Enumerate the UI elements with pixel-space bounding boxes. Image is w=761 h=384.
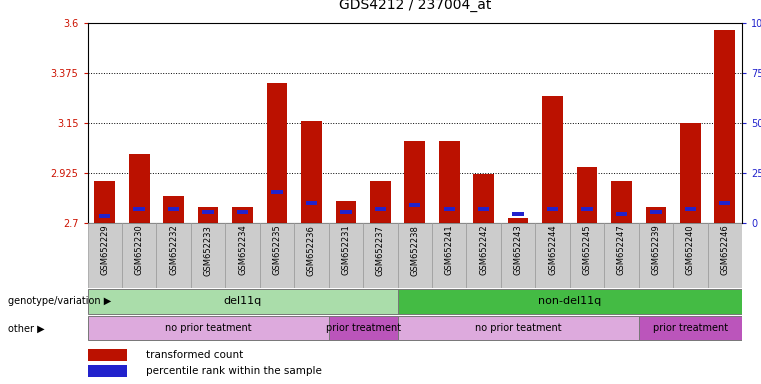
Text: GSM652245: GSM652245 (582, 225, 591, 275)
Text: GSM652247: GSM652247 (617, 225, 626, 275)
Bar (577, 167, 597, 223)
Text: GSM652244: GSM652244 (548, 225, 557, 275)
Text: transformed count: transformed count (146, 350, 244, 360)
Bar (542, 96, 563, 223)
Bar (329, 223, 363, 288)
Bar (604, 223, 638, 288)
Text: GSM652235: GSM652235 (272, 225, 282, 275)
Bar (271, 190, 282, 194)
Text: percentile rank within the sample: percentile rank within the sample (146, 366, 323, 376)
Bar (439, 141, 460, 223)
Text: GSM652240: GSM652240 (686, 225, 695, 275)
Text: GSM652233: GSM652233 (204, 225, 212, 276)
Text: GSM652246: GSM652246 (720, 225, 729, 275)
Text: GSM652239: GSM652239 (651, 225, 661, 275)
Bar (232, 207, 253, 223)
Bar (473, 174, 494, 223)
Text: GSM652234: GSM652234 (238, 225, 247, 275)
Text: prior treatment: prior treatment (326, 323, 400, 333)
Bar (99, 214, 110, 218)
Bar (94, 180, 115, 223)
Bar (88, 290, 397, 313)
Bar (570, 223, 604, 288)
Bar (397, 316, 638, 341)
Bar (581, 207, 593, 212)
Bar (680, 123, 701, 223)
Bar (404, 141, 425, 223)
Text: GSM652237: GSM652237 (376, 225, 385, 276)
Text: no prior teatment: no prior teatment (475, 323, 562, 333)
Bar (409, 203, 420, 207)
Bar (237, 210, 248, 214)
Bar (547, 207, 559, 212)
Bar (129, 154, 149, 223)
Bar (512, 212, 524, 216)
Text: other ▶: other ▶ (8, 323, 44, 333)
Bar (616, 212, 627, 216)
Bar (191, 223, 225, 288)
Bar (198, 207, 218, 223)
Bar (715, 30, 735, 223)
Bar (466, 223, 501, 288)
Bar (478, 207, 489, 212)
Bar (88, 223, 122, 288)
Bar (133, 207, 145, 212)
Bar (650, 210, 661, 214)
Bar (673, 223, 708, 288)
Bar (685, 207, 696, 212)
Text: GSM652238: GSM652238 (410, 225, 419, 276)
Text: GSM652243: GSM652243 (514, 225, 523, 275)
Text: GSM652241: GSM652241 (444, 225, 454, 275)
Bar (638, 316, 742, 341)
Bar (444, 207, 455, 212)
Bar (329, 316, 397, 341)
Bar (168, 207, 180, 212)
Text: GSM652232: GSM652232 (169, 225, 178, 275)
Bar (266, 83, 288, 223)
Text: GSM652231: GSM652231 (342, 225, 350, 275)
Bar (535, 223, 570, 288)
Text: GSM652236: GSM652236 (307, 225, 316, 276)
Text: GSM652230: GSM652230 (135, 225, 144, 275)
Bar (336, 200, 356, 223)
Bar (88, 316, 329, 341)
Bar (370, 180, 390, 223)
Bar (708, 223, 742, 288)
Bar (306, 201, 317, 205)
Bar (645, 207, 666, 223)
Bar (501, 223, 535, 288)
Text: genotype/variation ▶: genotype/variation ▶ (8, 296, 111, 306)
Text: non-del11q: non-del11q (538, 296, 601, 306)
Bar (363, 223, 397, 288)
Bar (260, 223, 295, 288)
Bar (164, 196, 184, 223)
Bar (88, 349, 127, 361)
Bar (157, 223, 191, 288)
Bar (397, 290, 742, 313)
Bar (719, 201, 731, 205)
Text: del11q: del11q (224, 296, 262, 306)
Text: prior treatment: prior treatment (653, 323, 728, 333)
Bar (611, 180, 632, 223)
Bar (122, 223, 157, 288)
Bar (225, 223, 260, 288)
Bar (374, 207, 386, 212)
Bar (340, 210, 352, 214)
Bar (301, 121, 322, 223)
Text: GSM652242: GSM652242 (479, 225, 488, 275)
Bar (397, 223, 432, 288)
Bar (432, 223, 466, 288)
Bar (508, 218, 528, 223)
Text: GSM652229: GSM652229 (100, 225, 110, 275)
Bar (202, 210, 214, 214)
Text: no prior teatment: no prior teatment (165, 323, 251, 333)
Bar (638, 223, 673, 288)
Bar (295, 223, 329, 288)
Text: GDS4212 / 237004_at: GDS4212 / 237004_at (339, 0, 491, 12)
Bar (88, 365, 127, 377)
